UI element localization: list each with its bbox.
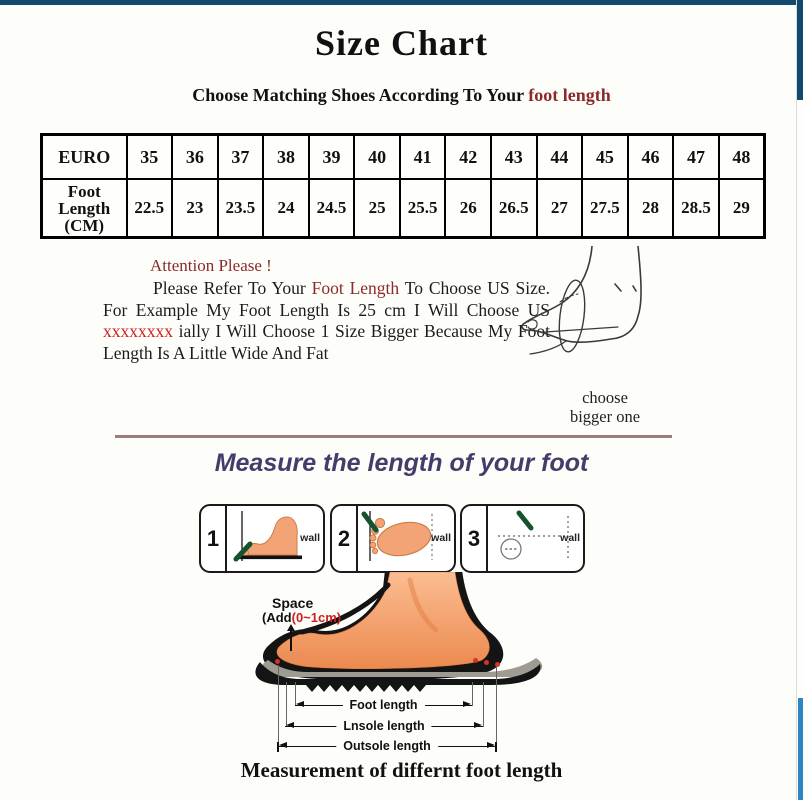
measure-dot	[495, 662, 500, 667]
section-divider	[115, 435, 672, 438]
table-cell: 23.5	[216, 178, 265, 239]
table-cell: 25.5	[398, 178, 447, 239]
attention-section: Attention Please ! Please Refer To Your …	[103, 256, 550, 364]
footprint-icon	[361, 511, 433, 561]
table-cell: 26	[444, 178, 492, 239]
table-cell: 27	[535, 178, 584, 239]
table-cell: 35	[125, 133, 174, 180]
table-cell: 41	[398, 133, 447, 180]
foot-length-measure: Foot length	[295, 698, 472, 712]
right-border-line	[796, 0, 797, 800]
attention-text: Please Refer To Your	[153, 278, 312, 298]
insole-length-measure: Lnsole length	[285, 719, 483, 733]
table-cell: 26.5	[490, 178, 538, 239]
shoe-cross-section-drawing	[255, 572, 543, 692]
bottom-caption: Measurement of differnt foot length	[240, 758, 563, 782]
right-border-bottom	[798, 698, 803, 800]
space-sub-black: (Add	[262, 610, 292, 625]
attention-foot-length: Foot Length	[311, 278, 400, 298]
measure-dot	[473, 658, 478, 663]
table-cell: 47	[672, 133, 720, 180]
guide-line	[278, 665, 279, 747]
measure-step-3: 3 wall	[460, 504, 585, 573]
measure-dot	[275, 659, 280, 664]
header-line: Length	[58, 198, 111, 218]
measure-step-2: 2 wall	[330, 504, 456, 573]
table-cell: 48	[717, 133, 766, 180]
table-cell: 46	[626, 133, 675, 180]
step-number: 3	[462, 506, 488, 571]
table-cell: 24	[262, 178, 310, 239]
step-number: 2	[332, 506, 358, 571]
top-border	[0, 0, 803, 5]
page-title: Size Chart	[315, 23, 488, 63]
table-cell: 28.5	[672, 178, 720, 239]
measure-step-1: 1 wall	[199, 504, 325, 573]
space-sub-label: (Add(0~1cm)	[262, 610, 341, 625]
table-cell: 44	[535, 133, 584, 180]
measure-distance-icon	[498, 510, 569, 560]
header-line: (CM)	[64, 215, 105, 235]
step-number: 1	[201, 506, 227, 571]
step-1-illustration	[227, 506, 323, 571]
measure-section-heading: Measure the length of your foot	[214, 449, 589, 477]
guide-line	[295, 682, 296, 706]
table-cell: 42	[444, 133, 492, 180]
wall-label: wall	[431, 531, 451, 544]
space-arrow	[287, 624, 295, 651]
table-cell: 29	[717, 178, 766, 239]
guide-line	[472, 682, 473, 706]
wall-label: wall	[300, 531, 320, 544]
attention-paragraph: Please Refer To Your Foot Length To Choo…	[103, 278, 550, 364]
step-3-illustration	[488, 506, 583, 571]
foot-side-view-icon	[233, 511, 302, 562]
table-cell: 22.5	[125, 178, 174, 239]
sketch-caption-line2: bigger one	[569, 407, 641, 426]
header-line: Foot	[67, 181, 101, 201]
table-cell: 27.5	[581, 178, 629, 239]
space-label: Space	[272, 595, 314, 611]
table-cell: 37	[216, 133, 265, 180]
space-sub-red: (0~1cm)	[291, 610, 342, 625]
table-cell: 24.5	[307, 178, 356, 239]
attention-text: To Choose US Size. For Example My Foot L…	[103, 278, 550, 320]
subtitle-highlight: foot length	[528, 85, 611, 105]
guide-line	[483, 682, 484, 727]
subtitle: Choose Matching Shoes According To Your …	[0, 85, 803, 106]
outsole-length-measure: Outsole length	[277, 739, 497, 753]
guide-line	[286, 682, 287, 727]
table-cell: 23	[171, 178, 219, 239]
table-cell: 28	[626, 178, 675, 239]
wall-label: wall	[560, 531, 580, 544]
sketch-caption: choose bigger one	[535, 388, 675, 426]
measure-dot	[484, 660, 489, 665]
step-2-illustration	[358, 506, 454, 571]
table-cell: 43	[490, 133, 538, 180]
right-border-top	[797, 0, 803, 100]
foot-length-label: Foot length	[342, 698, 425, 712]
outsole-length-label: Outsole length	[336, 739, 438, 753]
table-cell: 36	[171, 133, 219, 180]
subtitle-text: Choose Matching Shoes According To Your	[192, 85, 529, 105]
table-cell: 45	[581, 133, 629, 180]
insole-length-label: Lnsole length	[336, 719, 432, 733]
size-table: EURO 35 36 37 38 39 40 41 42 43 44 45 46…	[40, 133, 766, 239]
attention-heading: Attention Please !	[150, 256, 272, 275]
attention-redacted: xxxxxxxx	[103, 321, 173, 341]
attention-text: ially I Will Choose 1 Size Bigger Becaus…	[103, 321, 550, 363]
table-header-footlength: Foot Length (CM)	[40, 178, 128, 239]
table-cell: 40	[353, 133, 401, 180]
table-header-euro: EURO	[40, 133, 128, 180]
sketch-caption-line1: choose	[582, 388, 628, 407]
table-row-footlength: Foot Length (CM) 22.5 23 23.5 24 24.5 25…	[40, 178, 766, 239]
guide-line	[496, 666, 497, 747]
foot-sketch-drawing	[521, 246, 642, 355]
table-row-euro: EURO 35 36 37 38 39 40 41 42 43 44 45 46…	[40, 133, 766, 180]
table-cell: 38	[262, 133, 310, 180]
table-cell: 25	[353, 178, 401, 239]
table-cell: 39	[307, 133, 356, 180]
